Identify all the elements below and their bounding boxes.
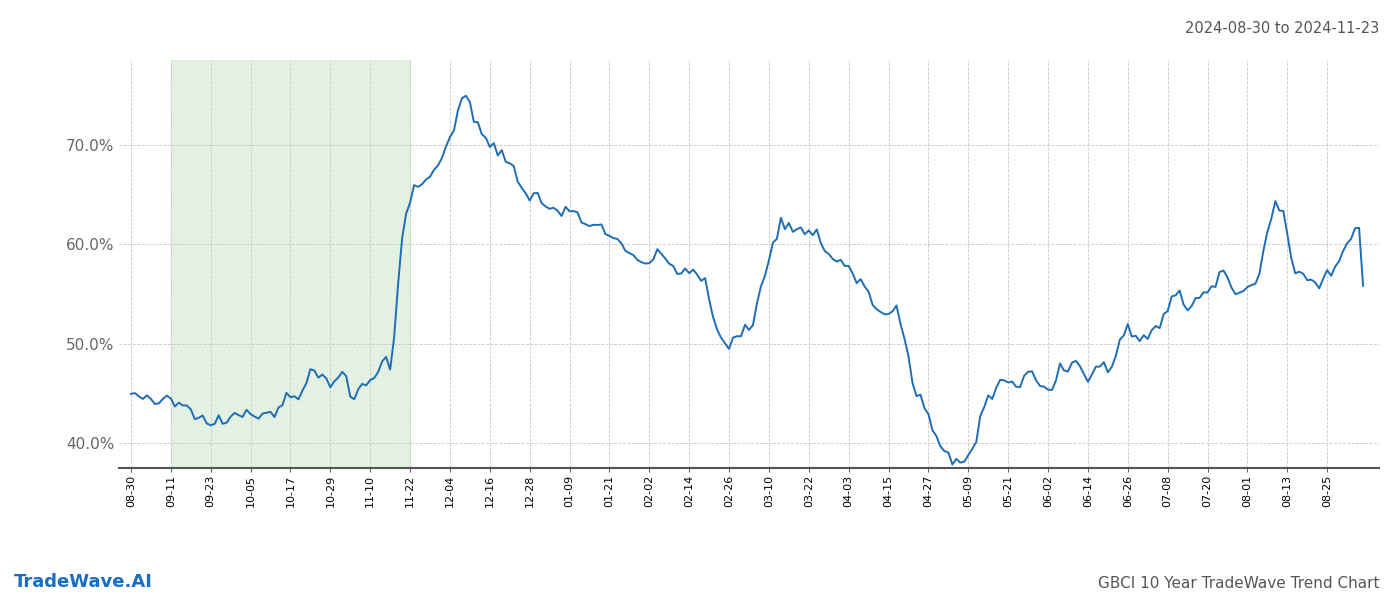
Text: GBCI 10 Year TradeWave Trend Chart: GBCI 10 Year TradeWave Trend Chart — [1098, 576, 1379, 591]
Bar — [171, 60, 410, 468]
Text: TradeWave.AI: TradeWave.AI — [14, 573, 153, 591]
Text: 2024-08-30 to 2024-11-23: 2024-08-30 to 2024-11-23 — [1184, 21, 1379, 36]
